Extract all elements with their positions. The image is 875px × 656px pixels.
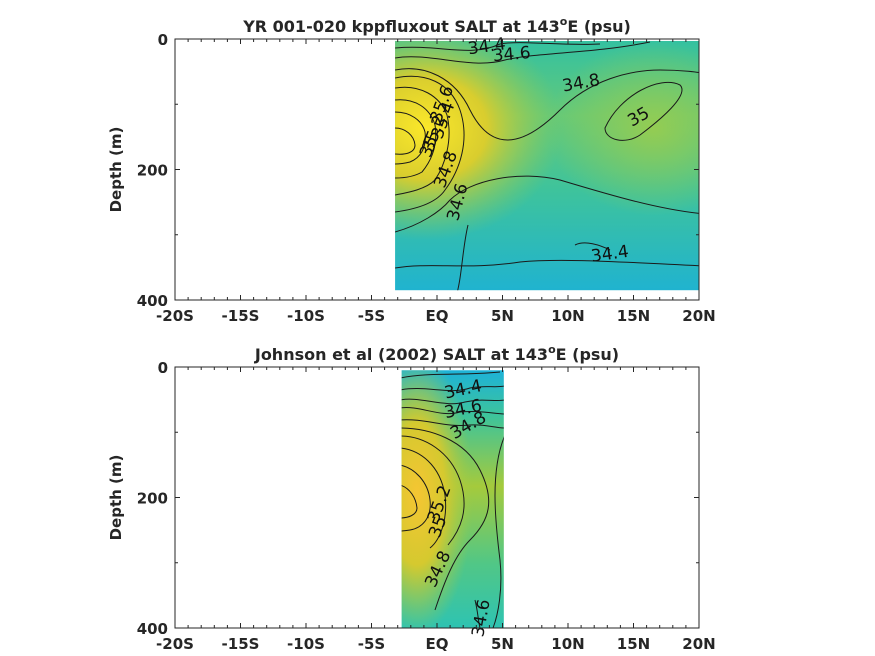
- x-tick-label: 15N: [617, 307, 650, 325]
- top-panel: 34.434.634.83535.635.435.23534.834.634.4…: [107, 15, 716, 325]
- contour-label: 34.6: [492, 43, 531, 66]
- y-tick-label: 400: [137, 292, 168, 310]
- x-tick-label: 5N: [491, 635, 514, 653]
- y-tick-label: 200: [137, 162, 168, 180]
- x-tick-label: EQ: [426, 307, 449, 325]
- chart-title-top: YR 001-020 kppfluxout SALT at 143oE (psu…: [242, 15, 631, 36]
- x-tick-label: 20N: [682, 635, 715, 653]
- x-tick-label: 20N: [682, 307, 715, 325]
- y-tick-label: 0: [158, 359, 168, 377]
- axis-ticks-top: -20S -15S -10S -5S EQ 5N 10N 15N 20N 0 200 400: [137, 31, 716, 325]
- y-axis-label-bottom: Depth (m): [107, 455, 125, 541]
- y-tick-label: 400: [137, 620, 168, 638]
- x-tick-label: -20S: [156, 635, 194, 653]
- chart-title-bottom: Johnson et al (2002) SALT at 143oE (psu): [254, 343, 619, 364]
- x-tick-label: -10S: [287, 635, 325, 653]
- x-tick-label: -15S: [222, 307, 260, 325]
- x-tick-label: 10N: [551, 635, 584, 653]
- x-tick-label: EQ: [426, 635, 449, 653]
- x-tick-label: 5N: [491, 307, 514, 325]
- contour-lines-top: [395, 41, 699, 291]
- x-tick-label: 10N: [551, 307, 584, 325]
- y-tick-label: 0: [158, 31, 168, 49]
- y-axis-label-top: Depth (m): [107, 127, 125, 213]
- x-tick-label: -20S: [156, 307, 194, 325]
- x-tick-label: 15N: [617, 635, 650, 653]
- axis-ticks-bottom: -20S -15S -10S -5S EQ 5N 10N 15N 20N 0 200 400: [137, 359, 716, 653]
- x-tick-label: -5S: [358, 635, 385, 653]
- x-tick-label: -15S: [222, 635, 260, 653]
- y-tick-label: 200: [137, 490, 168, 508]
- x-tick-label: -5S: [358, 307, 385, 325]
- contour-lines-bottom: [401, 371, 504, 628]
- x-tick-label: -10S: [287, 307, 325, 325]
